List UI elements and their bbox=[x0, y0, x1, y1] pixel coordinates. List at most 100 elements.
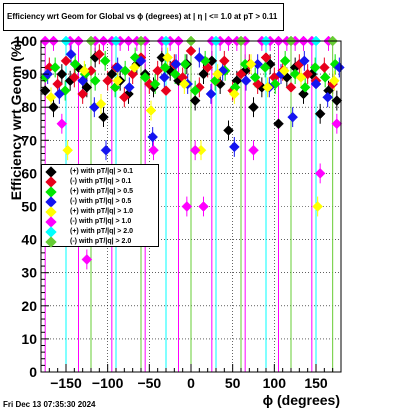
data-point bbox=[139, 72, 151, 83]
data-point bbox=[279, 55, 291, 67]
data-point bbox=[112, 62, 124, 73]
data-point bbox=[198, 68, 209, 80]
data-point bbox=[119, 65, 131, 77]
data-point bbox=[245, 58, 257, 70]
y-tick-label: 20 bbox=[21, 298, 37, 314]
data-point bbox=[81, 254, 93, 265]
data-point bbox=[152, 65, 164, 77]
data-point bbox=[181, 201, 193, 212]
data-point bbox=[135, 55, 147, 67]
x-tick-label: 0 bbox=[187, 375, 195, 391]
data-point bbox=[298, 55, 310, 67]
data-point bbox=[260, 52, 272, 63]
data-point bbox=[228, 88, 240, 100]
data-point bbox=[310, 78, 322, 90]
data-point bbox=[62, 144, 74, 156]
y-tick-label: 30 bbox=[21, 265, 37, 281]
data-point bbox=[123, 81, 135, 93]
data-point bbox=[262, 81, 274, 93]
data-point bbox=[331, 95, 343, 106]
data-point bbox=[100, 144, 112, 156]
data-point bbox=[295, 72, 307, 83]
data-point bbox=[249, 72, 261, 83]
data-point bbox=[159, 62, 171, 73]
chart-title: Efficiency wrt Geom for Global vs ϕ (deg… bbox=[3, 3, 284, 31]
x-tick-label: 100 bbox=[263, 375, 287, 391]
legend-entry: (+) with pT/|q| > 2.0 bbox=[42, 226, 160, 238]
data-point bbox=[309, 62, 321, 73]
data-point bbox=[259, 62, 271, 73]
data-point bbox=[328, 75, 340, 87]
data-point bbox=[248, 101, 259, 113]
data-point bbox=[158, 72, 170, 83]
y-tick-label: 100 bbox=[14, 33, 38, 49]
x-tick-label: 50 bbox=[225, 375, 241, 391]
data-point bbox=[147, 131, 159, 143]
data-point bbox=[89, 75, 101, 87]
legend-entry: (-) with pT/|q| > 0.5 bbox=[42, 196, 160, 208]
data-point bbox=[102, 75, 114, 87]
data-point bbox=[69, 58, 81, 70]
data-point bbox=[160, 85, 172, 97]
data-point bbox=[185, 45, 197, 57]
data-point bbox=[205, 88, 217, 100]
data-point bbox=[273, 118, 284, 130]
legend-label: (+) with pT/|q| > 1.0 bbox=[70, 208, 134, 215]
data-point bbox=[78, 65, 90, 77]
y-tick-label: 90 bbox=[21, 66, 37, 82]
y-tick-label: 40 bbox=[21, 232, 37, 248]
axes: 0 10 20 30 40 50 60 70 80 90 100 −150 −100 −50 0 50 100 1… bbox=[14, 33, 342, 391]
x-tick-label: 150 bbox=[304, 375, 328, 391]
data-point bbox=[212, 68, 224, 80]
data-point bbox=[56, 68, 68, 80]
data-point bbox=[68, 72, 80, 83]
data-point bbox=[318, 62, 330, 73]
data-point bbox=[128, 62, 140, 73]
legend-label: (-) with pT/|q| > 1.0 bbox=[70, 218, 132, 225]
legend-label: (-) with pT/|q| > 0.5 bbox=[70, 198, 132, 205]
data-point bbox=[198, 201, 209, 212]
y-tick-label: 10 bbox=[21, 331, 37, 347]
data-point bbox=[162, 52, 174, 63]
data-point bbox=[56, 118, 68, 130]
data-point bbox=[60, 55, 72, 67]
legend-label: (-) with pT/|q| > 2.0 bbox=[70, 238, 132, 245]
data-point bbox=[98, 111, 109, 123]
data-point bbox=[299, 81, 311, 93]
data-point bbox=[118, 91, 130, 103]
data-point bbox=[189, 144, 201, 156]
y-tick-label: 60 bbox=[21, 165, 37, 181]
data-point bbox=[77, 75, 89, 87]
y-axis-label: Efficiency wrt Geom (%) bbox=[8, 40, 24, 200]
legend-entry: (-) with pT/|q| > 1.0 bbox=[42, 216, 160, 228]
legend-entry: (-) with pT/|q| > 2.0 bbox=[42, 236, 160, 248]
data-point bbox=[145, 105, 157, 116]
data-point bbox=[278, 65, 290, 77]
data-point bbox=[112, 75, 124, 87]
legend-label: (+) with pT/|q| > 0.1 bbox=[70, 168, 134, 175]
y-tick-label: 50 bbox=[21, 199, 37, 215]
data-point bbox=[149, 78, 161, 90]
legend-marker bbox=[45, 236, 57, 248]
data-point bbox=[81, 81, 93, 93]
data-point bbox=[248, 144, 259, 156]
data-point bbox=[53, 88, 65, 100]
data-point bbox=[106, 68, 118, 80]
legend: (+) with pT/|q| > 0.1 (-) with pT/|q| > 0… bbox=[41, 164, 160, 248]
data-point bbox=[189, 95, 201, 106]
legend-entry: (+) with pT/|q| > 0.5 bbox=[42, 186, 160, 198]
data-point bbox=[228, 141, 240, 153]
data-point bbox=[148, 144, 159, 156]
data-point bbox=[314, 168, 326, 179]
data-point bbox=[99, 55, 111, 67]
x-tick-label: −50 bbox=[137, 375, 161, 391]
data-point bbox=[178, 78, 190, 90]
legend-label: (-) with pT/|q| > 0.1 bbox=[70, 178, 132, 185]
data-point bbox=[331, 118, 343, 130]
data-point bbox=[170, 58, 182, 70]
data-point bbox=[235, 68, 247, 80]
y-tick-label: 70 bbox=[21, 132, 37, 148]
data-point bbox=[169, 68, 181, 80]
data-point bbox=[322, 91, 334, 103]
x-axis-label: ϕ (degrees) bbox=[263, 392, 340, 408]
